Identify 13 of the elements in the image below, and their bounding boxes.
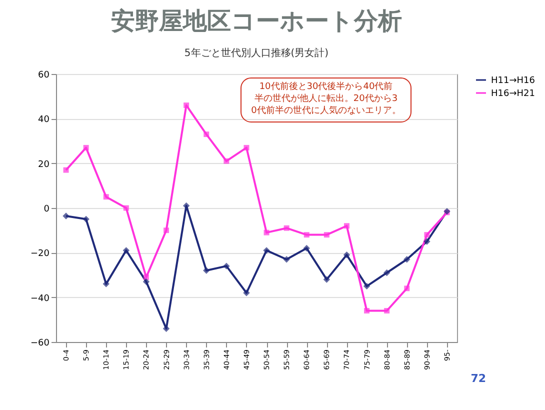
annotation: 10代前後と30代後半から40代前半の世代が他人に転出。20代から30代前半の世代に人気のないエリア。 bbox=[251, 81, 401, 116]
legend-label: H11→H16 bbox=[491, 76, 536, 86]
chart-title: 安野屋地区コーホート分析 bbox=[111, 7, 402, 35]
y-tick-label: 0 bbox=[44, 204, 50, 214]
text: 72 bbox=[470, 372, 486, 385]
y-tick-label: −60 bbox=[30, 338, 50, 348]
y-tick-label: 20 bbox=[38, 160, 50, 170]
y-tick-label: −20 bbox=[30, 249, 50, 260]
y-tick-label: 40 bbox=[38, 115, 50, 126]
chart-subtitle: 5年ごと世代別人口推移(男女計) bbox=[184, 47, 329, 59]
y-tick-label: 60 bbox=[38, 70, 50, 80]
legend-label: H16→H21 bbox=[491, 89, 535, 99]
y-tick-label: −40 bbox=[30, 294, 50, 304]
